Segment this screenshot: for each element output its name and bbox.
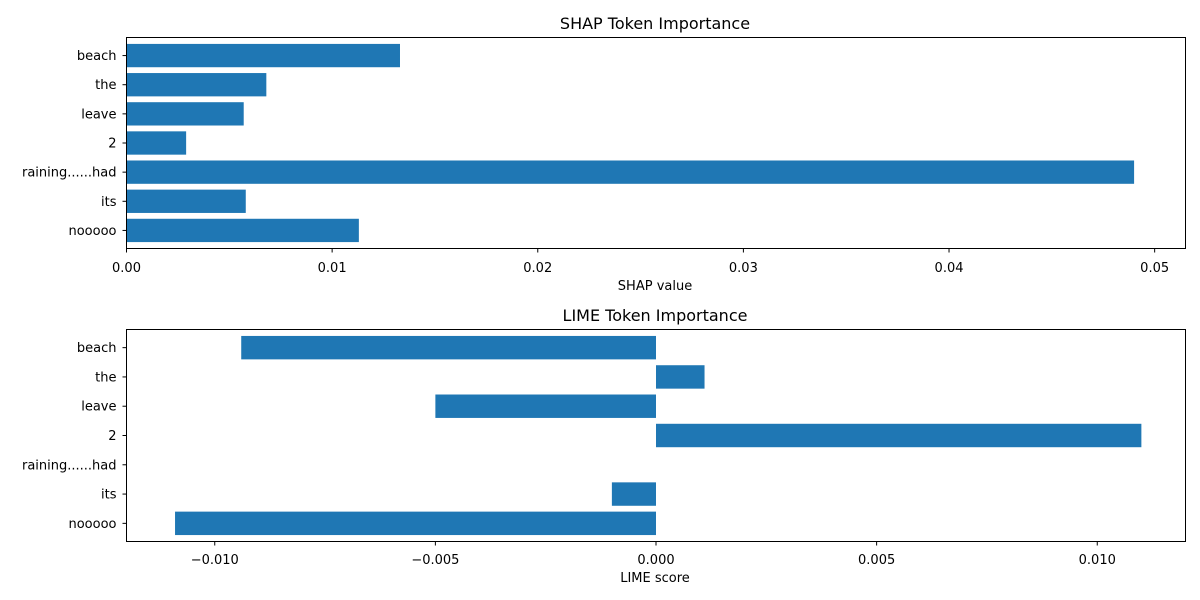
lime-bar-5 xyxy=(612,482,656,505)
shap-x-tick-label-1: 0.01 xyxy=(318,261,347,276)
shap-y-tick-label-4: raining......had xyxy=(22,166,117,181)
lime-x-tick-label-0: −0.010 xyxy=(191,553,239,568)
shap-y-tick-label-1: the xyxy=(95,78,116,93)
lime-x-tick-label-3: 0.005 xyxy=(858,553,895,568)
shap-y-tick-label-0: beach xyxy=(77,49,117,64)
shap-x-tick-label-4: 0.04 xyxy=(935,261,964,276)
lime-bar-6 xyxy=(175,512,656,535)
lime-chart-title: LIME Token Importance xyxy=(563,306,748,325)
shap-chart-title: SHAP Token Importance xyxy=(560,14,750,33)
shap-bar-1 xyxy=(127,73,267,96)
shap-bar-3 xyxy=(127,131,187,154)
shap-bar-6 xyxy=(127,219,359,242)
lime-y-tick-label-2: leave xyxy=(81,400,116,415)
lime-y-tick-label-3: 2 xyxy=(108,429,116,444)
lime-bar-0 xyxy=(241,336,656,359)
shap-y-tick-label-2: leave xyxy=(81,107,116,122)
shap-x-tick-label-2: 0.02 xyxy=(523,261,552,276)
lime-y-tick-label-1: the xyxy=(95,370,116,385)
lime-x-axis-label: LIME score xyxy=(620,571,690,586)
shap-bar-5 xyxy=(127,190,246,213)
shap-bar-4 xyxy=(127,160,1135,183)
lime-x-tick-label-2: 0.000 xyxy=(637,553,674,568)
lime-y-tick-label-6: nooooo xyxy=(68,517,116,532)
shap-x-axis-label: SHAP value xyxy=(618,279,692,294)
lime-bar-1 xyxy=(656,365,705,388)
shap-bar-2 xyxy=(127,102,244,125)
shap-bar-0 xyxy=(127,44,400,67)
shap-y-tick-label-3: 2 xyxy=(108,137,116,152)
shap-x-tick-label-0: 0.00 xyxy=(112,261,141,276)
lime-x-tick-label-4: 0.010 xyxy=(1079,553,1116,568)
lime-y-tick-label-4: raining......had xyxy=(22,458,117,473)
shap-x-tick-label-5: 0.05 xyxy=(1140,261,1169,276)
shap-y-tick-label-6: nooooo xyxy=(68,224,116,239)
lime-x-tick-label-1: −0.005 xyxy=(411,553,459,568)
lime-bar-3 xyxy=(656,424,1141,447)
shap-x-tick-label-3: 0.03 xyxy=(729,261,758,276)
shap-y-tick-label-5: its xyxy=(101,195,117,210)
lime-bar-2 xyxy=(435,395,656,418)
lime-y-tick-label-5: its xyxy=(101,488,117,503)
lime-y-tick-label-0: beach xyxy=(77,341,117,356)
